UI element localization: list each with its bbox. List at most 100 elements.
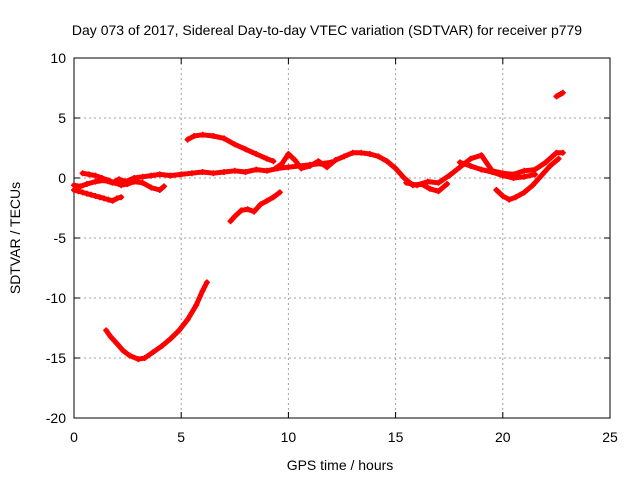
data-point xyxy=(467,163,474,169)
data-point xyxy=(210,170,217,177)
data-point xyxy=(263,197,270,204)
data-point xyxy=(276,189,283,196)
series-arc-10 xyxy=(493,155,562,203)
data-point xyxy=(92,178,99,185)
data-point xyxy=(358,149,365,156)
data-point xyxy=(257,201,264,208)
data-point xyxy=(401,175,408,181)
y-tick-label: 10 xyxy=(50,50,66,66)
data-point xyxy=(98,175,105,181)
data-point xyxy=(231,141,238,148)
data-point xyxy=(278,160,285,167)
data-point xyxy=(251,208,258,215)
data-point xyxy=(366,151,373,157)
data-point xyxy=(478,152,485,159)
data-point xyxy=(176,327,183,334)
data-point xyxy=(124,181,131,187)
data-point xyxy=(158,343,165,349)
data-point xyxy=(263,167,270,174)
data-point xyxy=(424,178,431,185)
data-point xyxy=(139,179,146,186)
data-point xyxy=(559,89,566,96)
data-point xyxy=(120,347,127,354)
data-point xyxy=(375,153,382,160)
y-axis-label: SDTVAR / TECUs xyxy=(7,182,23,294)
data-point xyxy=(244,206,251,213)
data-point xyxy=(161,183,168,190)
data-point xyxy=(221,135,228,142)
data-point xyxy=(83,190,90,197)
data-point xyxy=(92,193,99,199)
y-tick-label: 0 xyxy=(58,170,66,186)
data-point xyxy=(538,172,545,179)
data-point xyxy=(79,170,86,177)
data-point xyxy=(231,213,238,220)
x-tick-label: 25 xyxy=(602,429,618,445)
data-point xyxy=(263,155,270,162)
series-trace xyxy=(103,279,210,362)
data-point xyxy=(253,151,260,157)
data-point xyxy=(86,171,93,178)
data-point xyxy=(111,179,118,186)
data-point xyxy=(253,166,260,173)
series-trace xyxy=(185,132,276,164)
data-point xyxy=(446,172,453,179)
data-point xyxy=(238,207,245,214)
data-point xyxy=(77,183,84,190)
data-point xyxy=(444,181,451,187)
data-point xyxy=(103,327,110,334)
data-point xyxy=(148,172,155,179)
data-point xyxy=(531,171,538,178)
x-ticks: 0 5 10 15 20 25 xyxy=(70,58,618,445)
data-point xyxy=(499,193,506,199)
data-point xyxy=(105,177,112,184)
data-point xyxy=(489,169,496,175)
data-point xyxy=(493,187,500,193)
data-point xyxy=(79,189,86,196)
data-point xyxy=(521,167,528,174)
series-arc-5 xyxy=(184,131,277,165)
data-point xyxy=(141,355,148,361)
data-point xyxy=(193,302,200,309)
data-point xyxy=(285,164,292,171)
data-point xyxy=(414,182,421,189)
data-point xyxy=(101,195,108,202)
data-point xyxy=(210,133,217,139)
data-point xyxy=(156,171,163,178)
x-tick-label: 15 xyxy=(388,429,404,445)
data-point xyxy=(242,146,249,153)
data-point xyxy=(553,149,560,156)
data-point xyxy=(403,179,410,186)
data-point xyxy=(529,182,536,189)
x-tick-label: 5 xyxy=(177,429,185,445)
data-point xyxy=(426,185,433,192)
data-point xyxy=(291,157,298,163)
data-point xyxy=(555,155,562,162)
grid xyxy=(74,58,610,418)
y-tick-label: -5 xyxy=(54,230,67,246)
data-point xyxy=(184,316,191,323)
data-point xyxy=(221,169,228,175)
data-point xyxy=(191,133,198,139)
data-point xyxy=(392,165,399,172)
y-tick-label: -10 xyxy=(46,290,66,306)
data-points xyxy=(71,89,566,363)
data-point xyxy=(116,176,123,183)
data-point xyxy=(435,179,442,186)
data-point xyxy=(203,279,210,286)
data-point xyxy=(167,172,174,179)
data-point xyxy=(270,194,277,201)
data-point xyxy=(285,151,292,157)
data-point xyxy=(227,218,234,225)
series-trace xyxy=(493,156,561,203)
data-point xyxy=(272,165,279,172)
data-point xyxy=(199,131,206,138)
y-tick-label: 5 xyxy=(58,110,66,126)
data-point xyxy=(315,158,322,165)
data-point xyxy=(510,175,517,181)
data-point xyxy=(521,173,528,180)
series-arc-4 xyxy=(103,279,210,363)
data-point xyxy=(131,178,138,185)
data-point xyxy=(167,335,174,342)
